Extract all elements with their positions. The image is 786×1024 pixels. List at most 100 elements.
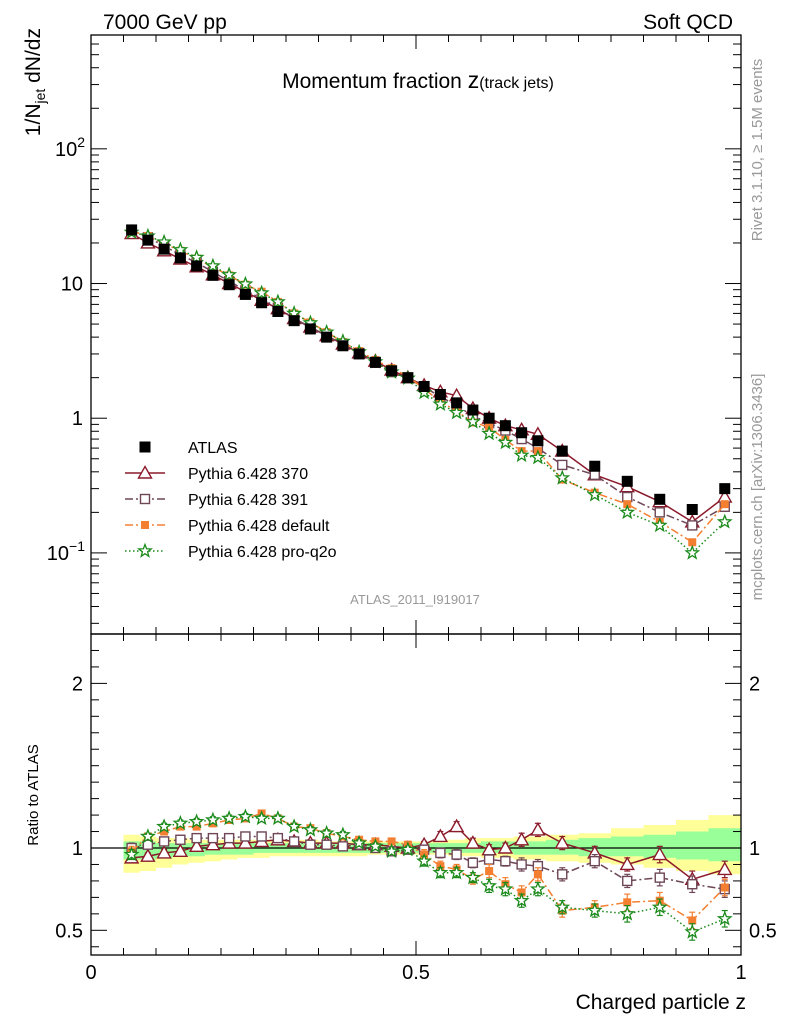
ratio-point-p391 xyxy=(516,859,527,870)
ratio-point-p370 xyxy=(205,836,221,851)
data-point-p391 xyxy=(557,459,568,471)
ratio-point-pdefault xyxy=(720,883,729,892)
data-point-atlas xyxy=(304,323,316,335)
ratio-point-pq2o xyxy=(586,902,603,918)
data-point-atlas xyxy=(621,475,633,487)
x-tick-label: 0.5 xyxy=(402,962,430,984)
ratio-point-p391 xyxy=(240,831,251,842)
data-point-pq2o xyxy=(481,425,498,441)
ratio-point-pq2o xyxy=(237,808,254,824)
data-point-atlas xyxy=(174,252,186,264)
ratio-point-pq2o xyxy=(139,828,156,844)
ratio-point-pq2o xyxy=(286,818,303,834)
series-atlas xyxy=(126,224,731,516)
ratio-y-tick-label-left: 2 xyxy=(72,673,83,695)
data-point-atlas xyxy=(272,305,284,317)
data-point-atlas xyxy=(256,297,268,309)
ratio-point-p391 xyxy=(256,831,267,842)
data-point-pq2o xyxy=(497,434,514,450)
data-point-pq2o xyxy=(716,513,733,529)
data-point-atlas xyxy=(353,348,365,360)
data-point-pq2o xyxy=(619,504,636,520)
ratio-point-p391 xyxy=(337,841,349,852)
ratio-y-tick-label-left: 1 xyxy=(72,838,83,860)
data-point-pdefault xyxy=(688,538,697,547)
ratio-point-p391 xyxy=(191,832,202,844)
ratio-point-pq2o xyxy=(123,846,140,862)
ratio-point-pq2o xyxy=(172,814,189,831)
ratio-point-pq2o xyxy=(156,818,173,834)
ratio-plot-frame xyxy=(90,633,742,956)
ratio-plot: 0.5 0.51 12 20 0.5 1 xyxy=(55,633,777,984)
ratio-point-pq2o xyxy=(513,892,530,908)
plot-title-symbol: z xyxy=(468,67,480,93)
ratio-point-p370 xyxy=(465,835,481,849)
data-point-atlas xyxy=(142,234,154,246)
ratio-point-pq2o xyxy=(253,810,270,826)
ratio-point-pq2o xyxy=(651,898,668,915)
data-point-p391 xyxy=(687,520,698,531)
energy-label: 7000 GeV pp xyxy=(103,11,227,34)
ratio-point-pq2o xyxy=(481,877,498,893)
plot-title-sub: (track jets) xyxy=(479,75,554,92)
ratio-point-p370 xyxy=(497,840,514,854)
main-y-tick-label-base: 10 xyxy=(61,274,83,296)
data-point-atlas xyxy=(654,493,666,505)
ratio-point-p391 xyxy=(435,847,446,859)
data-point-atlas xyxy=(418,380,430,392)
ratio-point-pq2o xyxy=(529,880,546,896)
data-point-atlas xyxy=(719,483,731,495)
ratio-point-pq2o xyxy=(432,864,449,880)
data-point-atlas xyxy=(126,224,138,236)
x-axis-label: Charged particle z xyxy=(576,991,746,1014)
ratio-point-p391 xyxy=(687,879,698,890)
legend-marker-p391 xyxy=(139,493,151,505)
ratio-point-pdefault xyxy=(387,837,396,846)
data-point-pdefault xyxy=(720,500,729,509)
ratio-band-inner xyxy=(123,828,741,862)
data-point-atlas xyxy=(386,365,398,377)
x-tick-label: 0 xyxy=(85,962,96,984)
legend: ATLAS Pythia 6.428 370 Pythia 6.428 391 Pyt… xyxy=(125,440,337,561)
ratio-point-p391 xyxy=(305,839,316,850)
legend-marker-pdefault xyxy=(141,521,149,529)
ratio-point-p391 xyxy=(500,855,511,867)
ratio-point-p370 xyxy=(513,831,530,846)
ratio-point-p391 xyxy=(223,832,235,844)
ratio-point-pdefault xyxy=(688,916,697,925)
data-point-pq2o xyxy=(586,486,603,502)
data-point-pq2o xyxy=(448,404,465,420)
data-point-atlas xyxy=(499,420,511,432)
ratio-point-p391 xyxy=(175,834,186,845)
category-label: Soft QCD xyxy=(643,11,733,34)
data-point-pq2o xyxy=(554,469,571,485)
data-point-pq2o xyxy=(204,257,221,273)
ratio-y-tick-label-right: 0.5 xyxy=(749,920,777,942)
legend-label-pdefault: Pythia 6.428 default xyxy=(188,518,330,535)
main-y-axis-label-sub: jet xyxy=(32,89,48,105)
data-point-p391 xyxy=(654,507,665,518)
ratio-point-p370 xyxy=(156,845,172,859)
ratio-point-pq2o xyxy=(204,811,221,827)
main-y-axis-label: 1/Njet dN/dz xyxy=(22,28,48,136)
main-y-tick-label-base: 1 xyxy=(72,408,83,430)
ratio-point-pq2o xyxy=(383,842,400,859)
data-point-atlas xyxy=(556,445,568,457)
ratio-point-p391 xyxy=(207,832,219,844)
legend-label-p370: Pythia 6.428 370 xyxy=(188,466,308,483)
ratio-point-p370 xyxy=(432,828,449,843)
data-point-atlas xyxy=(369,356,381,368)
main-y-tick-label-base: 10 xyxy=(55,139,77,161)
data-point-atlas xyxy=(434,388,446,400)
ratio-point-pq2o xyxy=(269,810,286,826)
data-point-pq2o xyxy=(513,447,530,463)
data-point-atlas xyxy=(467,404,479,416)
ratio-point-pdefault xyxy=(192,822,201,831)
ratio-point-pq2o xyxy=(221,810,238,826)
ratio-point-p370 xyxy=(172,843,189,857)
ratio-point-p370 xyxy=(188,838,205,853)
main-y-tick-label: 102 xyxy=(55,134,85,161)
main-y-tick-label: 10 xyxy=(61,274,83,296)
ratio-point-pq2o xyxy=(302,821,319,837)
